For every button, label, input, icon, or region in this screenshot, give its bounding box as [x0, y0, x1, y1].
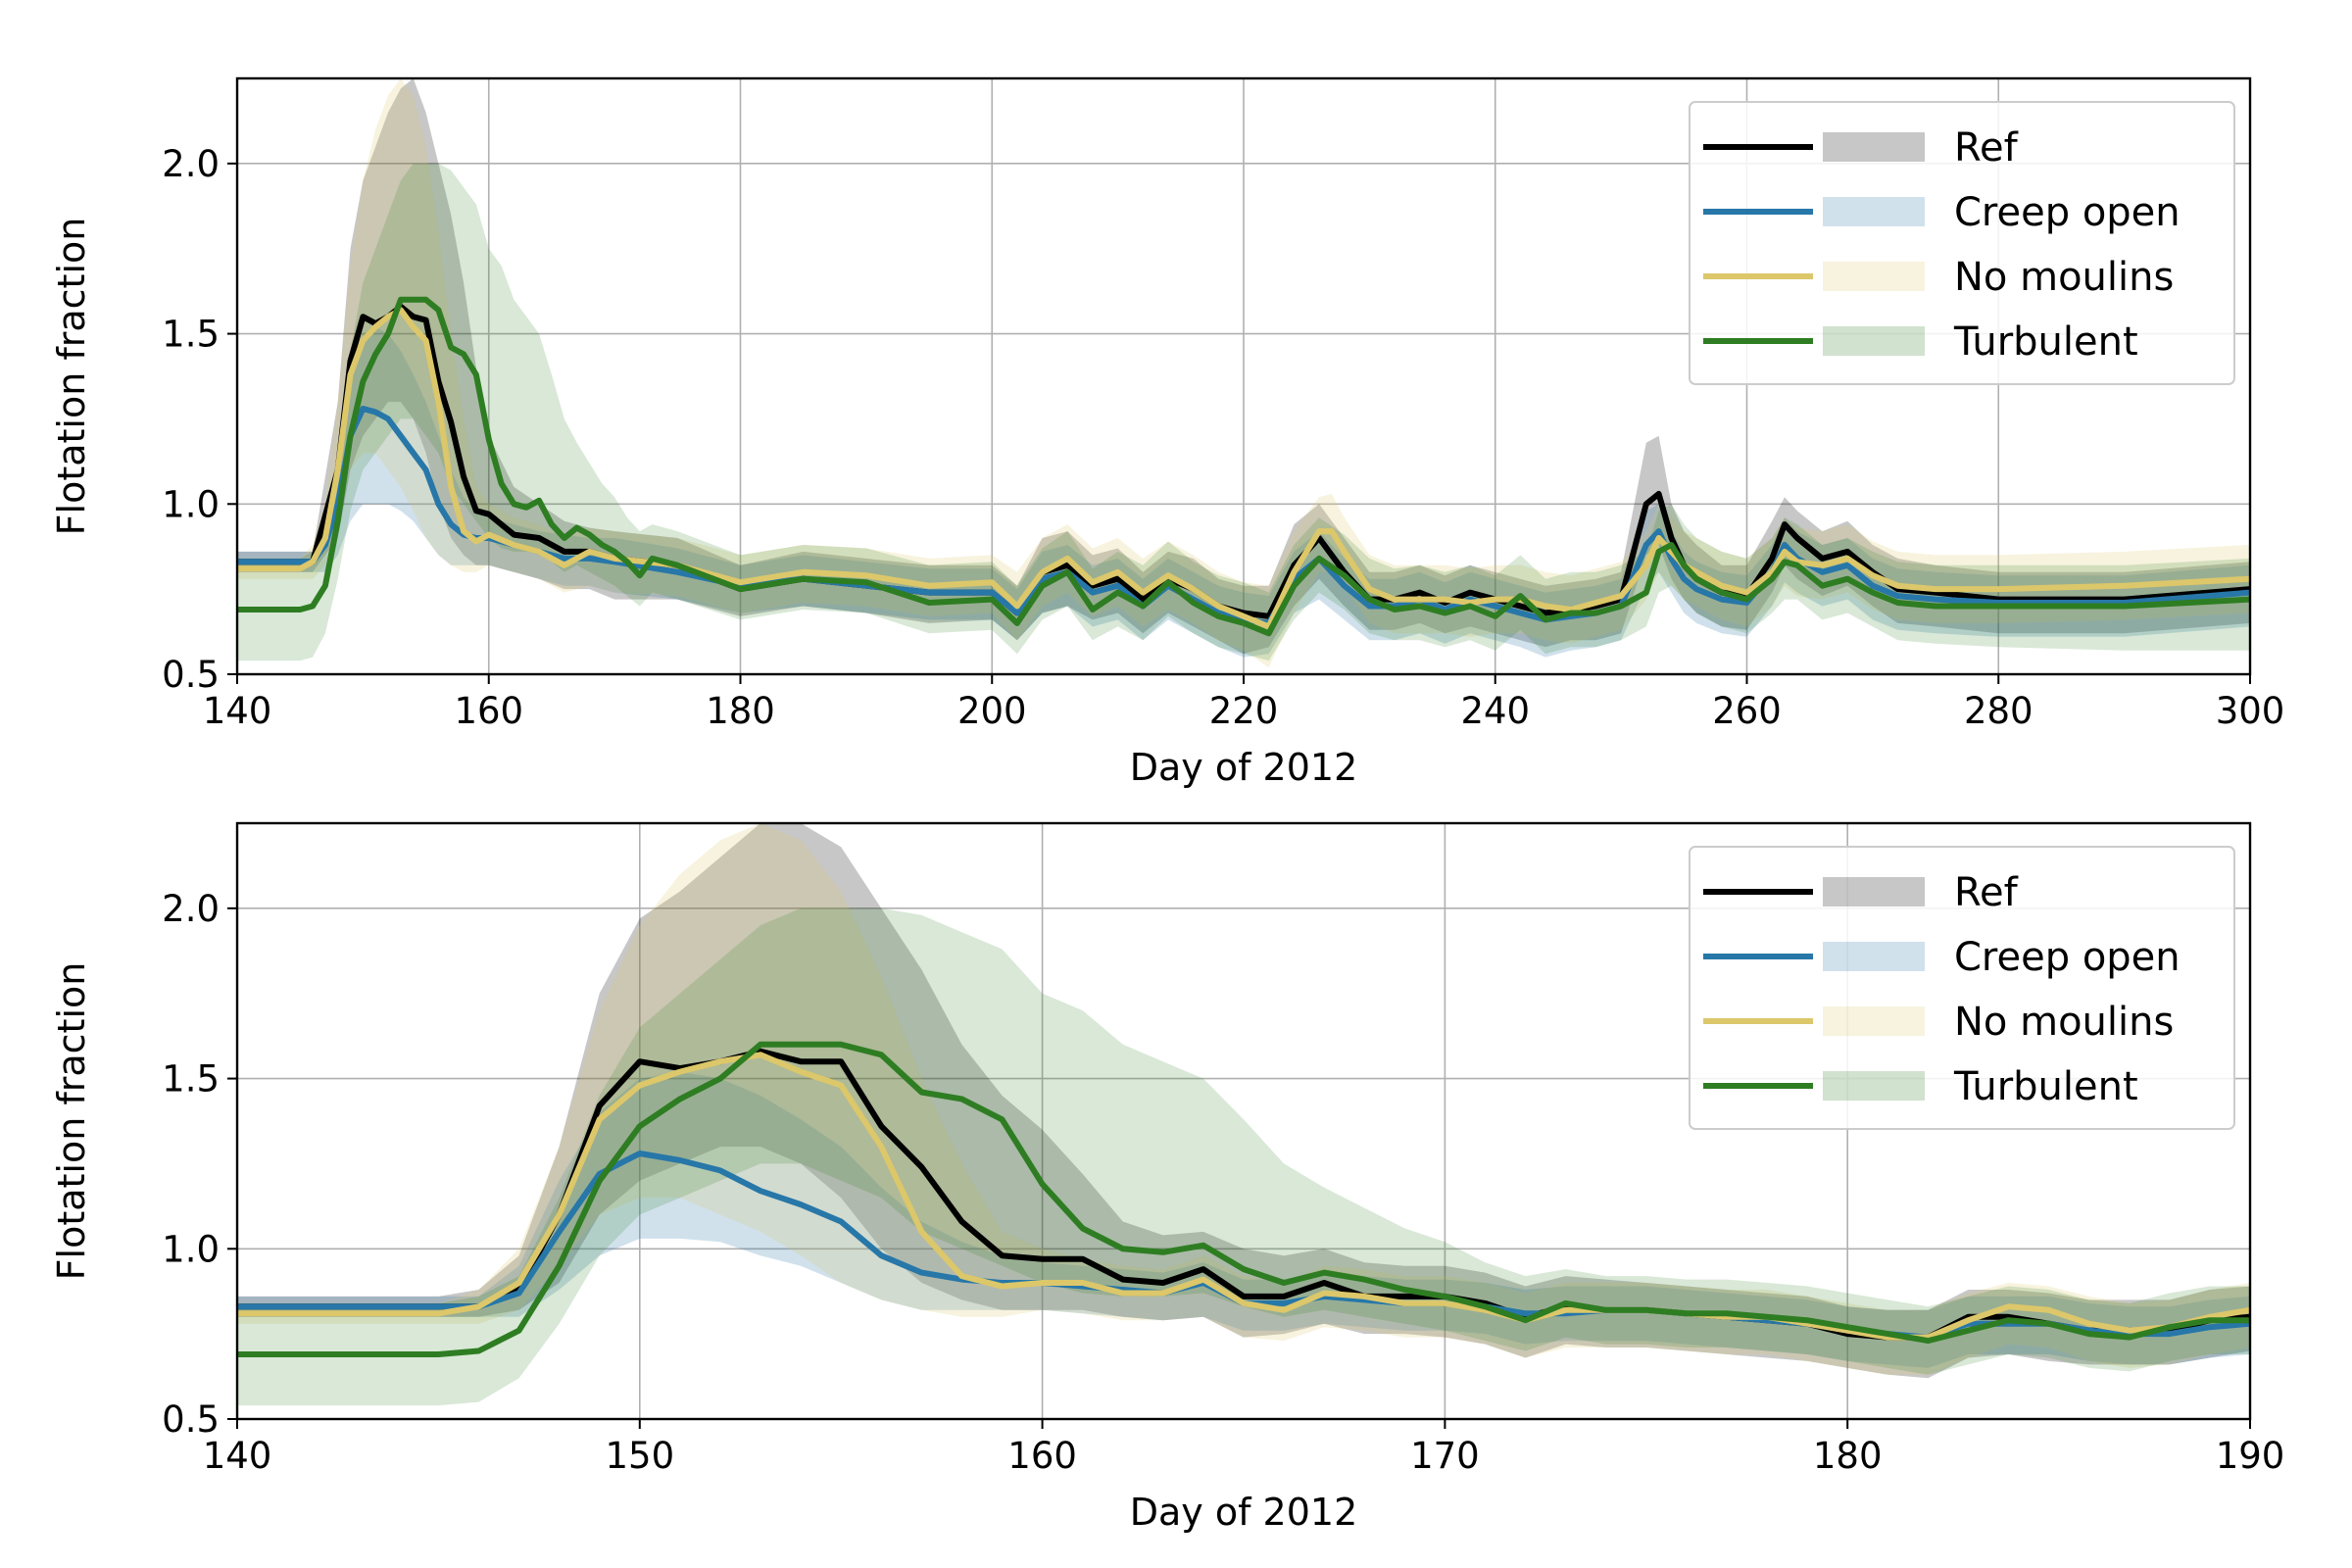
y-tick-label: 0.5: [162, 1398, 220, 1441]
y-tick-label: 1.0: [162, 1228, 220, 1270]
x-tick-label: 160: [454, 690, 523, 732]
x-tick-label: 300: [2216, 690, 2285, 732]
y-tick-label: 2.0: [162, 143, 220, 185]
x-tick-label: 220: [1209, 690, 1279, 732]
band-turbulent: [237, 907, 2250, 1406]
plot-area: [237, 78, 2250, 668]
x-tick-label: 180: [1813, 1435, 1883, 1477]
x-tick-label: 150: [605, 1435, 674, 1477]
legend-label-ref: Ref: [1954, 870, 2019, 915]
y-tick-label: 0.5: [162, 654, 220, 696]
legend-patch-turbulent: [1823, 1071, 1925, 1101]
line-turbulent: [237, 296, 2250, 637]
legend: Ref Creep open No moulins Turbulent: [1689, 101, 2235, 385]
y-axis-label: Flotation fraction: [50, 218, 93, 536]
x-tick-label: 140: [203, 690, 272, 732]
axes-frame: [235, 821, 2252, 1421]
legend-box: [1689, 846, 2235, 1130]
y-tick-label: 1.0: [162, 483, 220, 525]
legend-label-turbulent: Turbulent: [1953, 1064, 2138, 1109]
legend-patch-turbulent: [1823, 326, 1925, 356]
x-tick-label: 140: [203, 1435, 272, 1477]
x-tick-label: 240: [1460, 690, 1530, 732]
legend-label-turbulent: Turbulent: [1953, 319, 2138, 365]
legend-patch-creep-open: [1823, 197, 1925, 226]
legend-patch-no-moulins: [1823, 1006, 1925, 1036]
band-ref: [237, 78, 2250, 655]
x-tick-label: 180: [706, 690, 775, 732]
legend-patch-creep-open: [1823, 942, 1925, 971]
x-tick-label: 200: [957, 690, 1027, 732]
band-ref: [237, 823, 2250, 1379]
legend-box: [1689, 101, 2235, 385]
plot-area: [237, 823, 2250, 1406]
x-tick-label: 190: [2216, 1435, 2285, 1477]
legend-label-creep-open: Creep open: [1954, 935, 2180, 980]
y-axis-label: Flotation fraction: [50, 962, 93, 1281]
band-no-moulins: [237, 823, 2250, 1375]
legend-label-creep-open: Creep open: [1954, 190, 2180, 235]
legend-patch-no-moulins: [1823, 262, 1925, 291]
y-tick-label: 2.0: [162, 888, 220, 930]
chart-panel-bottom: 140 150 160 170 180 190 0.5 1.0 1.5 2.0 Day of 201…: [50, 821, 2285, 1534]
legend-patch-ref: [1823, 132, 1925, 162]
x-tick-label: 160: [1007, 1435, 1077, 1477]
legend: Ref Creep open No moulins Turbulent: [1689, 846, 2235, 1130]
legend-label-ref: Ref: [1954, 125, 2019, 171]
line-no-moulins: [237, 307, 2250, 630]
x-tick-label: 170: [1410, 1435, 1480, 1477]
line-turbulent: [237, 1041, 2250, 1357]
legend-label-no-moulins: No moulins: [1954, 255, 2174, 300]
band-creep-open: [237, 326, 2250, 658]
legend-label-no-moulins: No moulins: [1954, 1000, 2174, 1045]
line-no-moulins: [237, 1052, 2250, 1341]
y-tick-label: 1.5: [162, 314, 220, 356]
legend-patch-ref: [1823, 877, 1925, 906]
chart-panel-top: 140 160 180 200 220 240 260 280 300 0.5 1.0 1.5 2.0 D…: [50, 76, 2285, 789]
x-axis-label: Day of 2012: [1130, 1491, 1358, 1534]
band-creep-open: [237, 1071, 2250, 1368]
x-tick-label: 260: [1712, 690, 1782, 732]
band-turbulent: [237, 163, 2250, 662]
x-tick-label: 280: [1964, 690, 2034, 732]
y-tick-label: 1.5: [162, 1058, 220, 1101]
x-axis-label: Day of 2012: [1130, 746, 1358, 789]
